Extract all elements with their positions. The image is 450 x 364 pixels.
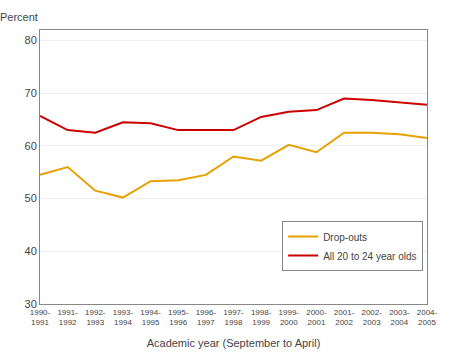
svg-text:2002-2003: 2002-2003 [361, 308, 382, 327]
svg-text:1998-1999: 1998-1999 [251, 308, 272, 327]
svg-text:40: 40 [25, 245, 37, 257]
svg-text:1996-1997: 1996-1997 [196, 308, 217, 327]
svg-text:1995-1996: 1995-1996 [168, 308, 189, 327]
svg-text:2003-2004: 2003-2004 [389, 308, 410, 327]
svg-text:1990-1991: 1990-1991 [30, 308, 51, 327]
svg-text:60: 60 [25, 140, 37, 152]
svg-text:1999-2000: 1999-2000 [279, 308, 300, 327]
svg-text:All 20 to 24 year olds: All 20 to 24 year olds [323, 251, 416, 262]
svg-text:Academic year (September to Ap: Academic year (September to April) [147, 337, 321, 349]
svg-text:50: 50 [25, 192, 37, 204]
svg-text:80: 80 [25, 34, 37, 46]
svg-text:2000-2001: 2000-2001 [306, 308, 327, 327]
svg-text:2004-2005: 2004-2005 [417, 308, 438, 327]
svg-text:1997-1998: 1997-1998 [223, 308, 244, 327]
svg-text:1993-1994: 1993-1994 [113, 308, 134, 327]
svg-text:1994-1995: 1994-1995 [140, 308, 161, 327]
svg-text:2001-2002: 2001-2002 [334, 308, 355, 327]
svg-text:1992-1993: 1992-1993 [85, 308, 106, 327]
svg-text:Drop-outs: Drop-outs [323, 232, 367, 243]
svg-text:Percent: Percent [0, 11, 38, 23]
svg-text:70: 70 [25, 87, 37, 99]
svg-text:1991-1992: 1991-1992 [57, 308, 78, 327]
svg-text:30: 30 [25, 298, 37, 310]
